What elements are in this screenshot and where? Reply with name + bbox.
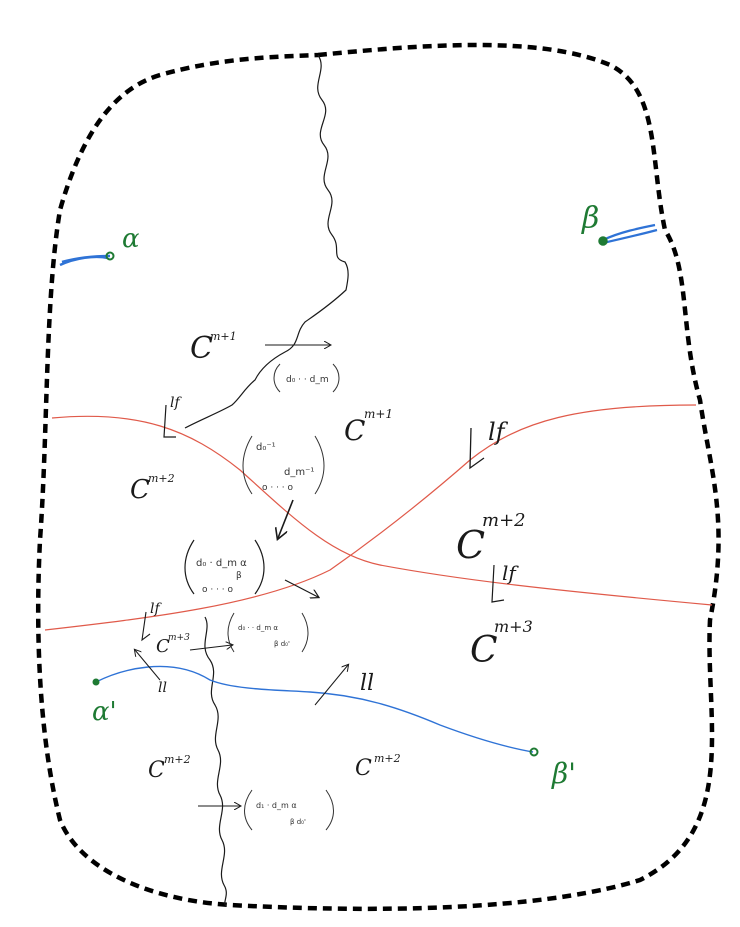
svg-text:C: C — [148, 758, 165, 783]
red-curve-2 — [44, 404, 697, 631]
lf-label-right-low: lf — [502, 561, 519, 585]
svg-text:m+1: m+1 — [364, 407, 393, 421]
matrix-5: d₁ · d_m α β d₀' — [244, 789, 334, 831]
arrow-down-center — [278, 499, 294, 538]
beta-label: β — [581, 201, 599, 236]
lf-hook-left-low — [141, 611, 151, 642]
region-top-left: C m+1 — [190, 330, 237, 366]
svg-text:d_m⁻¹: d_m⁻¹ — [284, 467, 314, 478]
wavy-cut-top — [184, 54, 349, 429]
alpha-prime-point — [92, 678, 100, 686]
matrix-2: d₀⁻¹ d_m⁻¹ o · · · o — [242, 435, 325, 495]
red-curve-1 — [51, 415, 713, 606]
svg-text:C: C — [470, 630, 498, 671]
svg-text:β: β — [236, 571, 242, 581]
svg-text:o · · · o: o · · · o — [202, 585, 234, 595]
alpha-label: α — [122, 224, 140, 254]
arrow-ll-right — [314, 665, 348, 706]
svg-text:β d₀': β d₀' — [290, 818, 306, 826]
svg-text:C: C — [355, 756, 372, 781]
svg-text:C: C — [130, 475, 150, 505]
region-mid-left: C m+2 — [130, 472, 175, 505]
svg-text:d₀ · · d_m α: d₀ · · d_m α — [238, 624, 278, 632]
alpha-stroke — [59, 254, 111, 267]
dashed-boundary — [35, 42, 721, 912]
svg-text:d₀ · · d_m: d₀ · · d_m — [286, 375, 329, 385]
lf-hook-right — [469, 427, 485, 470]
beta-prime-label: β' — [551, 757, 576, 790]
beta-point — [598, 236, 608, 246]
svg-text:d₁ · d_m α: d₁ · d_m α — [256, 801, 297, 810]
svg-text:m+2: m+2 — [374, 752, 401, 765]
svg-text:m+2: m+2 — [164, 753, 191, 766]
svg-text:d₀⁻¹: d₀⁻¹ — [256, 442, 276, 453]
lf-label-top-left: lf — [170, 395, 182, 411]
alpha-prime-label: α' — [92, 697, 117, 727]
svg-text:m+1: m+1 — [210, 330, 237, 343]
lf-hook-right-low — [491, 564, 505, 603]
lf-label-right: lf — [488, 418, 509, 446]
beta-prime-point — [529, 747, 539, 757]
arrow-double-center — [284, 579, 318, 597]
ll-label-left: ll — [158, 680, 167, 696]
svg-text:m+3: m+3 — [494, 617, 533, 636]
region-bottom-left: C m+2 — [148, 753, 191, 783]
region-bottom-right: C m+2 — [355, 752, 401, 781]
svg-text:C: C — [456, 523, 485, 567]
beta-stroke — [602, 223, 658, 245]
matrix-3: d₀ · d_m α β o · · · o — [184, 539, 265, 595]
lf-hook-top-left — [163, 404, 176, 438]
svg-text:m+2: m+2 — [148, 472, 175, 485]
svg-text:d₀ · d_m α: d₀ · d_m α — [196, 558, 247, 569]
svg-text:C: C — [190, 331, 213, 366]
svg-text:o · · · o: o · · · o — [262, 483, 294, 493]
ll-label-right: ll — [360, 671, 374, 696]
region-small: C m+3 — [156, 633, 190, 657]
matrix-1: d₀ · · d_m — [273, 363, 340, 393]
svg-text:C: C — [156, 636, 170, 657]
region-right-low: C m+3 — [470, 617, 533, 671]
lf-label-left-low: lf — [150, 601, 162, 617]
svg-text:C: C — [344, 414, 365, 447]
region-right-mid: C m+2 — [456, 510, 526, 567]
region-mid-center: C m+1 — [344, 407, 393, 447]
alpha-point — [105, 251, 115, 261]
blue-curve — [95, 665, 534, 753]
svg-text:m+2: m+2 — [482, 510, 526, 531]
matrix-4: d₀ · · d_m α β d₀' — [227, 612, 309, 653]
svg-text:m+3: m+3 — [168, 633, 190, 643]
wavy-cut-bottom — [204, 616, 227, 907]
arrow-ll-left — [135, 650, 161, 681]
svg-text:β d₀': β d₀' — [274, 640, 290, 648]
arrow-small-matrix — [189, 645, 232, 651]
